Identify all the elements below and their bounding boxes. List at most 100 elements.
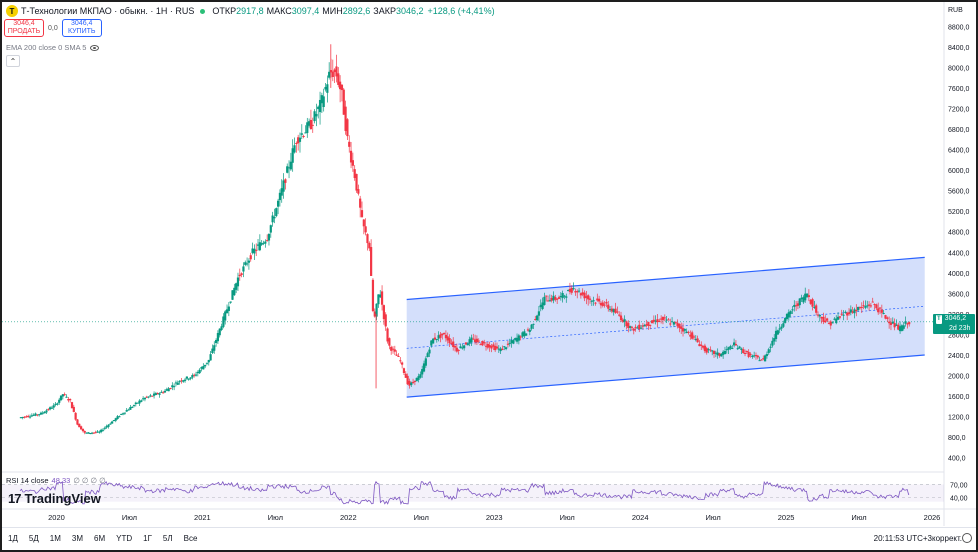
candle-body [286, 166, 289, 173]
clock-timezone[interactable]: 20:11:53 UTC+3 [873, 534, 932, 543]
candle-body [765, 354, 769, 357]
candle-body [47, 409, 50, 411]
candle-body [494, 345, 497, 351]
chevron-up-icon[interactable]: ⌃ [6, 55, 20, 67]
candle-body [716, 352, 719, 356]
candle-body [162, 392, 165, 394]
channel-lower-line [406, 354, 925, 398]
candle-body [898, 326, 902, 332]
candle-body [196, 371, 199, 374]
gear-icon[interactable] [962, 533, 972, 543]
chart-canvas[interactable]: 8800,0 8400,0 8000,0 7600,0 7200,0 6800,0 6400… [2, 2, 976, 526]
candle-body [191, 375, 194, 378]
candle-body [125, 410, 128, 412]
x-tick-label-2: 2021 [194, 513, 211, 522]
timeframe-3m[interactable]: 3М [71, 533, 83, 543]
candle-body [368, 243, 371, 249]
eye-icon[interactable] [90, 44, 100, 51]
candle-body [559, 296, 562, 298]
candle-body [266, 240, 269, 242]
candle-body [83, 430, 86, 433]
candle-body [214, 339, 218, 344]
buy-label: КУПИТЬ [67, 28, 96, 35]
candle-body [140, 400, 143, 402]
candle-body [359, 198, 362, 208]
market-status-icon[interactable] [200, 8, 206, 14]
rsi-line [19, 480, 910, 505]
y-tick-label-1: 8400,0 [948, 45, 970, 52]
candle-body [255, 249, 258, 251]
candle-body [253, 248, 256, 254]
candle-body [342, 89, 345, 115]
timeframe-5y[interactable]: 5Л [162, 533, 173, 543]
sell-button[interactable]: 3046,4 ПРОДАТЬ [4, 19, 44, 37]
candle-body [891, 321, 894, 324]
candle-body [908, 322, 911, 325]
ohlc-close-label: ЗАКР [373, 6, 396, 16]
ohlc-open-label: ОТКР [212, 6, 237, 16]
rsi-legend[interactable]: RSI 14 close 48,33 ∅ ∅ ∅ ∅ [6, 476, 106, 485]
candle-body [278, 192, 282, 201]
candle-body [413, 380, 416, 382]
candle-body [878, 307, 882, 309]
candle-body [377, 294, 380, 305]
currency-label[interactable]: RUB [948, 7, 963, 14]
candle-body [880, 309, 883, 313]
candle-body [857, 306, 860, 311]
y-tick-label-19: 1200,0 [948, 415, 970, 422]
candle-body [81, 428, 85, 432]
candle-body [904, 321, 907, 324]
candle-body [731, 348, 734, 350]
candle-body [395, 354, 398, 356]
candle-body [594, 302, 597, 304]
candle-body [444, 334, 448, 339]
candle-body [745, 351, 748, 353]
candle-body [344, 106, 347, 131]
candle-body [804, 293, 807, 301]
candle-body [401, 362, 404, 365]
timeframe-1y[interactable]: 1Г [143, 533, 152, 543]
sell-label: ПРОДАТЬ [7, 28, 41, 35]
symbol-title[interactable]: Т-Технологии МКПАО · обыкн. · 1H · RUS [21, 6, 195, 16]
candle-body [895, 324, 898, 326]
candle-body [833, 318, 836, 320]
candle-body [572, 288, 575, 290]
candle-body [694, 338, 697, 340]
y-tick-label-0: 8800,0 [948, 24, 970, 31]
candle-body [193, 374, 196, 376]
candle-body [678, 323, 681, 329]
candle-body [256, 244, 260, 246]
timeframe-6m[interactable]: 6М [94, 533, 106, 543]
timeframe-ytd[interactable]: YTD [116, 533, 133, 543]
candle-body [348, 141, 351, 147]
candle-body [740, 348, 743, 350]
y-tick-label-11: 4400,0 [948, 250, 970, 257]
timeframe-all[interactable]: Все [183, 533, 198, 543]
candle-body [317, 106, 320, 110]
tradingview-logo[interactable]: 17 TradingView [8, 491, 101, 506]
timeframe-1d[interactable]: 1Д [8, 533, 18, 543]
candle-body [475, 338, 479, 343]
symbol-logo-icon[interactable]: T [6, 5, 18, 17]
ema-indicator-legend[interactable]: EMA 200 close 0 SMA 5 [6, 43, 100, 52]
adjustment-toggle[interactable]: коррект. [932, 534, 962, 543]
y-tick-label-21: 400,0 [948, 456, 966, 463]
candle-body [446, 336, 449, 341]
candle-body [362, 219, 365, 227]
candle-body [302, 135, 305, 137]
candle-body [483, 342, 486, 344]
candle-body [373, 311, 376, 317]
timeframe-5d[interactable]: 5Д [28, 533, 39, 543]
x-tick-label-10: 2025 [778, 513, 795, 522]
candle-body [663, 317, 666, 319]
candle-body [455, 347, 458, 352]
candle-body [276, 200, 280, 207]
candle-body [360, 210, 364, 217]
candle-body [815, 305, 818, 313]
buy-button[interactable]: 3046,4 КУПИТЬ [61, 19, 102, 37]
candle-body [743, 353, 747, 355]
candle-body [709, 349, 712, 351]
candle-body [603, 304, 606, 306]
timeframe-1m[interactable]: 1М [49, 533, 61, 543]
